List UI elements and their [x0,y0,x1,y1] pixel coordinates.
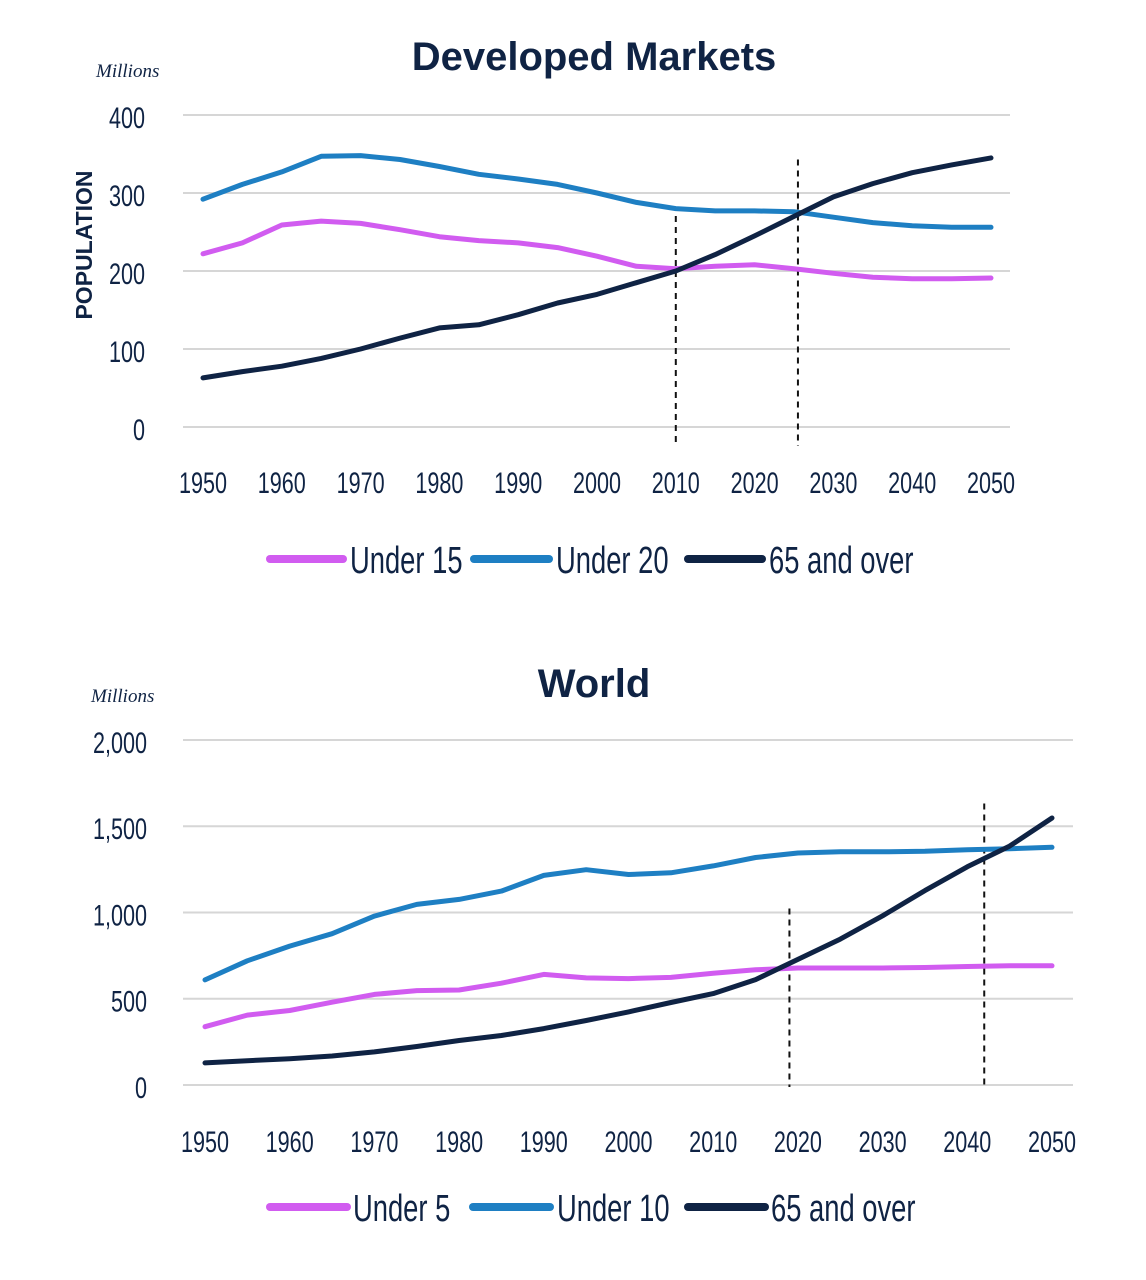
x-tick-label: 2010 [689,1124,737,1158]
x-tick-label: 1970 [337,465,385,499]
y-tick-labels: 0 500 1,000 1,500 2,000 [93,725,147,1104]
x-tick-label: 2020 [731,465,779,499]
y-tick-labels: 0 100 200 300 400 [109,100,145,446]
legend-label: 65 and over [771,1188,916,1230]
x-tick-label: 1990 [494,465,542,499]
chart-title: Developed Markets [412,35,777,79]
x-tick-label: 1950 [179,465,227,499]
x-tick-labels: 1950 1960 1970 1980 1990 2000 2010 2020 2030 2040… [179,465,1015,499]
x-tick-label: 2030 [859,1124,907,1158]
units-label: Millions [95,61,159,82]
reference-lines [674,159,799,446]
legend-label: Under 15 [350,540,463,582]
series-line [200,218,994,282]
chart-title: World [538,662,651,706]
x-tick-label: 2050 [1028,1124,1076,1158]
x-tick-label: 1960 [258,465,306,499]
series-line [202,815,1055,1066]
reference-lines [788,803,986,1087]
series-lines [200,153,994,381]
developed-markets-chart: Developed Markets Millions POPULATION 01… [71,35,1015,582]
x-tick-label: 2000 [573,465,621,499]
series-line [202,844,1055,983]
x-tick-label: 1990 [520,1124,568,1158]
x-tick-label: 1980 [415,465,463,499]
x-tick-label: 2030 [809,465,857,499]
series-line [200,155,994,381]
gridlines [183,114,1010,428]
y-tick-label: 1,500 [93,812,147,846]
y-axis-label: POPULATION [71,170,97,319]
y-tick-label: 500 [111,984,147,1018]
series-line [202,963,1055,1030]
series-lines [202,815,1055,1066]
x-tick-label: 2010 [652,465,700,499]
x-tick-label: 1970 [350,1124,398,1158]
x-tick-label: 1980 [435,1124,483,1158]
x-tick-label: 1950 [181,1124,229,1158]
y-tick-label: 100 [109,334,145,368]
gridlines [183,739,1073,1086]
y-tick-label: 2,000 [93,725,147,759]
units-label: Millions [90,686,154,707]
legend-label: Under 5 [353,1188,450,1230]
x-tick-label: 2020 [774,1124,822,1158]
x-tick-label: 2040 [888,465,936,499]
y-tick-label: 300 [109,178,145,212]
y-tick-label: 200 [109,256,145,290]
x-tick-label: 2050 [967,465,1015,499]
y-tick-label: 1,000 [93,898,147,932]
legend-label: Under 20 [556,540,669,582]
series-line [200,153,994,230]
x-tick-label: 2040 [943,1124,991,1158]
legend-label: 65 and over [769,540,914,582]
y-tick-label: 0 [133,412,145,446]
x-tick-labels: 1950 1960 1970 1980 1990 2000 2010 2020 2030 2040… [181,1124,1076,1158]
legend: Under 15 Under 20 65 and over [266,540,914,582]
x-tick-label: 2000 [604,1124,652,1158]
y-tick-label: 400 [109,100,145,134]
legend-label: Under 10 [557,1188,670,1230]
x-tick-label: 1960 [266,1124,314,1158]
legend: Under 5 Under 10 65 and over [266,1188,916,1230]
y-tick-label: 0 [135,1070,147,1104]
